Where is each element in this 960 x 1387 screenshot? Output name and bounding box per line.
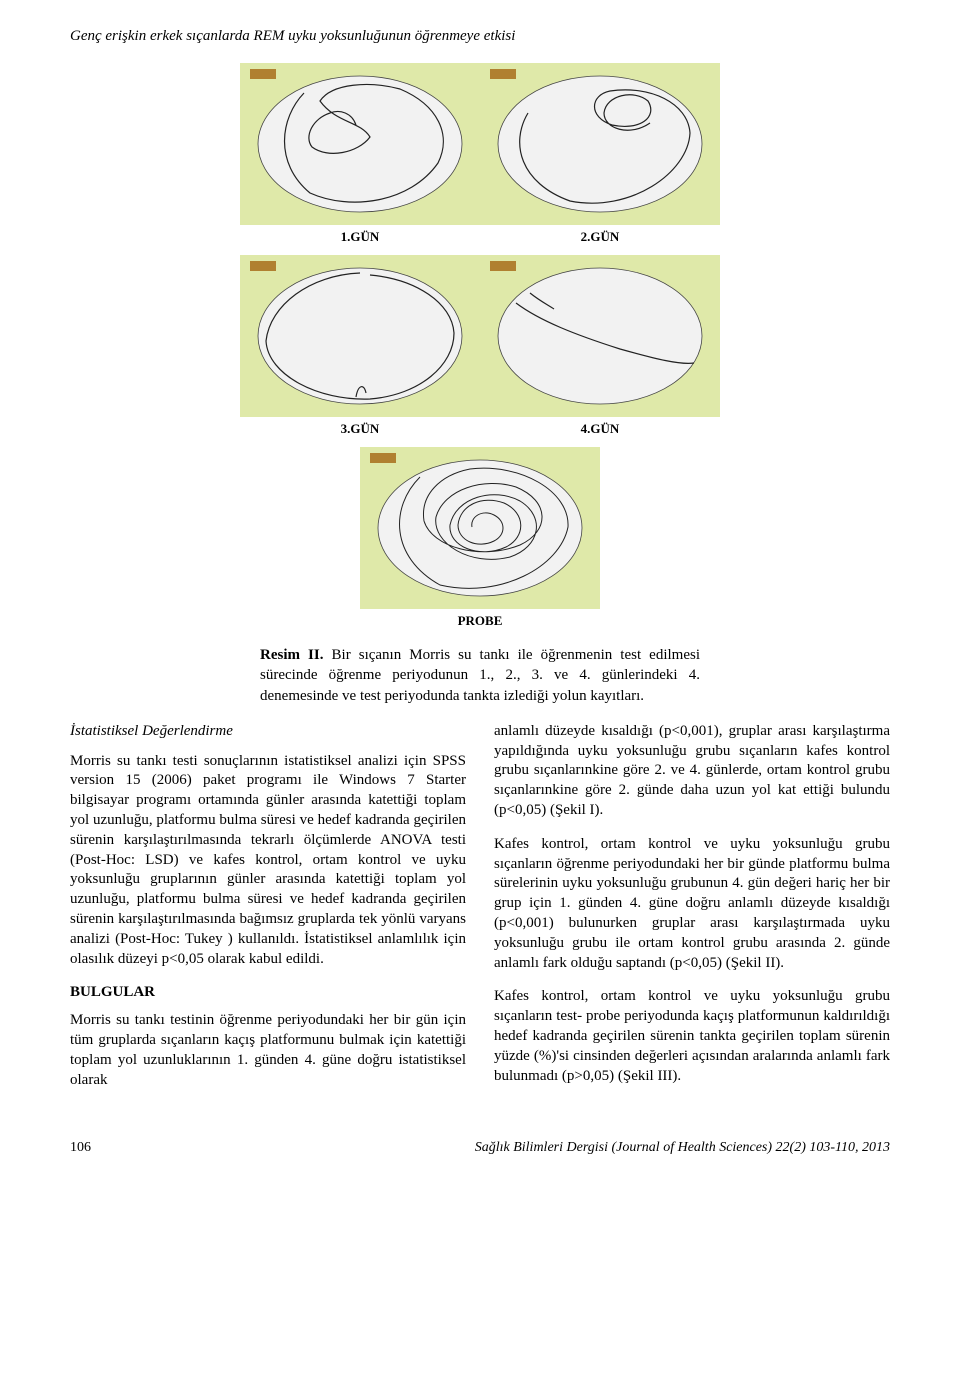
left-paragraph-2: Morris su tankı testinin öğrenme periyod… (70, 1011, 466, 1090)
figure-label-gun3: 3.GÜN (240, 417, 480, 447)
left-paragraph-1: Morris su tankı testi sonuçlarının istat… (70, 752, 466, 970)
figure-panel-gun4 (480, 255, 720, 417)
figure-row-3 (70, 447, 890, 609)
left-column: İstatistiksel Değerlendirme Morris su ta… (70, 722, 466, 1105)
figure-panel-probe (360, 447, 600, 609)
figure-label-gun2: 2.GÜN (480, 225, 720, 255)
running-head: Genç erişkin erkek sıçanlarda REM uyku y… (70, 28, 890, 45)
body-columns: İstatistiksel Değerlendirme Morris su ta… (70, 722, 890, 1105)
figure-panel-gun1 (240, 63, 480, 225)
figure-label-gun4: 4.GÜN (480, 417, 720, 447)
page-number: 106 (70, 1140, 91, 1156)
figure-caption-lead: Resim II. (260, 647, 323, 663)
figure-block: 1.GÜN 2.GÜN 3.GÜN 4.GÜN (70, 63, 890, 706)
journal-info: Sağlık Bilimleri Dergisi (Journal of Hea… (475, 1140, 890, 1156)
figure-panel-gun2 (480, 63, 720, 225)
section-heading-bulgular: BULGULAR (70, 983, 466, 1003)
page-footer: 106 Sağlık Bilimleri Dergisi (Journal of… (70, 1140, 890, 1156)
right-paragraph-1: anlamlı düzeyde kısaldığı (p<0,001), gru… (494, 722, 890, 821)
figure-caption-row-3: PROBE (70, 609, 890, 639)
right-paragraph-2: Kafes kontrol, ortam kontrol ve uyku yok… (494, 835, 890, 974)
figure-caption: Resim II. Bir sıçanın Morris su tankı il… (70, 645, 890, 706)
left-heading-italic: İstatistiksel Değerlendirme (70, 722, 466, 742)
right-paragraph-3: Kafes kontrol, ortam kontrol ve uyku yok… (494, 987, 890, 1086)
figure-label-gun1: 1.GÜN (240, 225, 480, 255)
figure-row-1 (70, 63, 890, 225)
figure-caption-row-2: 3.GÜN 4.GÜN (70, 417, 890, 447)
figure-row-2 (70, 255, 890, 417)
figure-label-probe: PROBE (360, 609, 600, 639)
figure-panel-gun3 (240, 255, 480, 417)
figure-caption-body: Bir sıçanın Morris su tankı ile öğrenmen… (260, 647, 700, 704)
figure-caption-row-1: 1.GÜN 2.GÜN (70, 225, 890, 255)
right-column: anlamlı düzeyde kısaldığı (p<0,001), gru… (494, 722, 890, 1105)
